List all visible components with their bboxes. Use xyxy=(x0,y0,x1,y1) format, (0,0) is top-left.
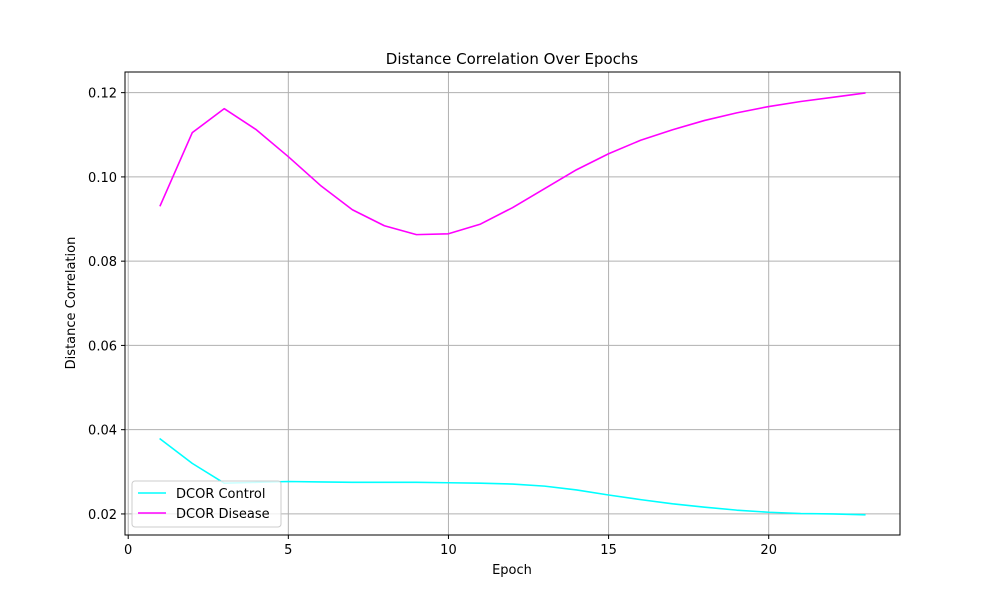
legend: DCOR Control DCOR Disease xyxy=(131,480,282,528)
y-tick-label: 0.04 xyxy=(88,424,117,439)
y-tick-label: 0.08 xyxy=(88,255,117,270)
y-tick-label: 0.06 xyxy=(88,339,117,354)
y-tick-label: 0.02 xyxy=(88,508,117,523)
y-axis-label: Distance Correlation xyxy=(64,237,79,370)
y-tick-label: 0.12 xyxy=(88,87,117,102)
x-tick-label: 0 xyxy=(124,543,132,558)
chart-title: Distance Correlation Over Epochs xyxy=(386,50,639,68)
x-axis-label: Epoch xyxy=(492,563,532,578)
plot-frame xyxy=(124,71,901,536)
grid-lines xyxy=(125,72,900,535)
legend-label-0: DCOR Control xyxy=(176,487,265,502)
y-axis-ticks: 0.02 0.04 0.06 0.08 0.10 0.12 xyxy=(88,87,125,523)
x-tick-label: 15 xyxy=(600,543,617,558)
x-tick-label: 10 xyxy=(440,543,457,558)
x-tick-label: 20 xyxy=(760,543,777,558)
y-tick-label: 0.10 xyxy=(88,171,117,186)
x-axis-ticks: 0 5 10 15 20 xyxy=(124,535,777,558)
series-line-1 xyxy=(159,92,866,236)
legend-label-1: DCOR Disease xyxy=(176,507,270,522)
legend-box xyxy=(131,480,282,528)
x-tick-label: 5 xyxy=(284,543,292,558)
series-lines xyxy=(159,92,866,516)
